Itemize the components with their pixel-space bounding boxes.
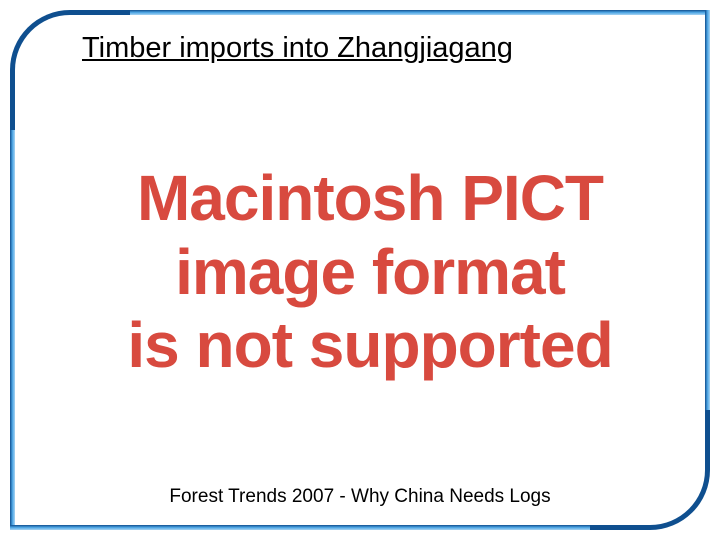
error-line-2: image format (127, 236, 612, 310)
error-line-3: is not supported (127, 309, 612, 383)
slide-frame: Timber imports into Zhangjiagang Macinto… (10, 10, 710, 530)
content-placeholder: Macintosh PICT image format is not suppo… (70, 85, 670, 460)
border-right (705, 10, 710, 470)
error-line-1: Macintosh PICT (127, 162, 612, 236)
border-top (70, 10, 710, 15)
slide-title: Timber imports into Zhangjiagang (82, 32, 670, 65)
border-left (10, 70, 15, 530)
pict-error-message: Macintosh PICT image format is not suppo… (127, 162, 612, 383)
slide-caption: Forest Trends 2007 - Why China Needs Log… (10, 486, 710, 508)
border-bottom (10, 525, 650, 530)
